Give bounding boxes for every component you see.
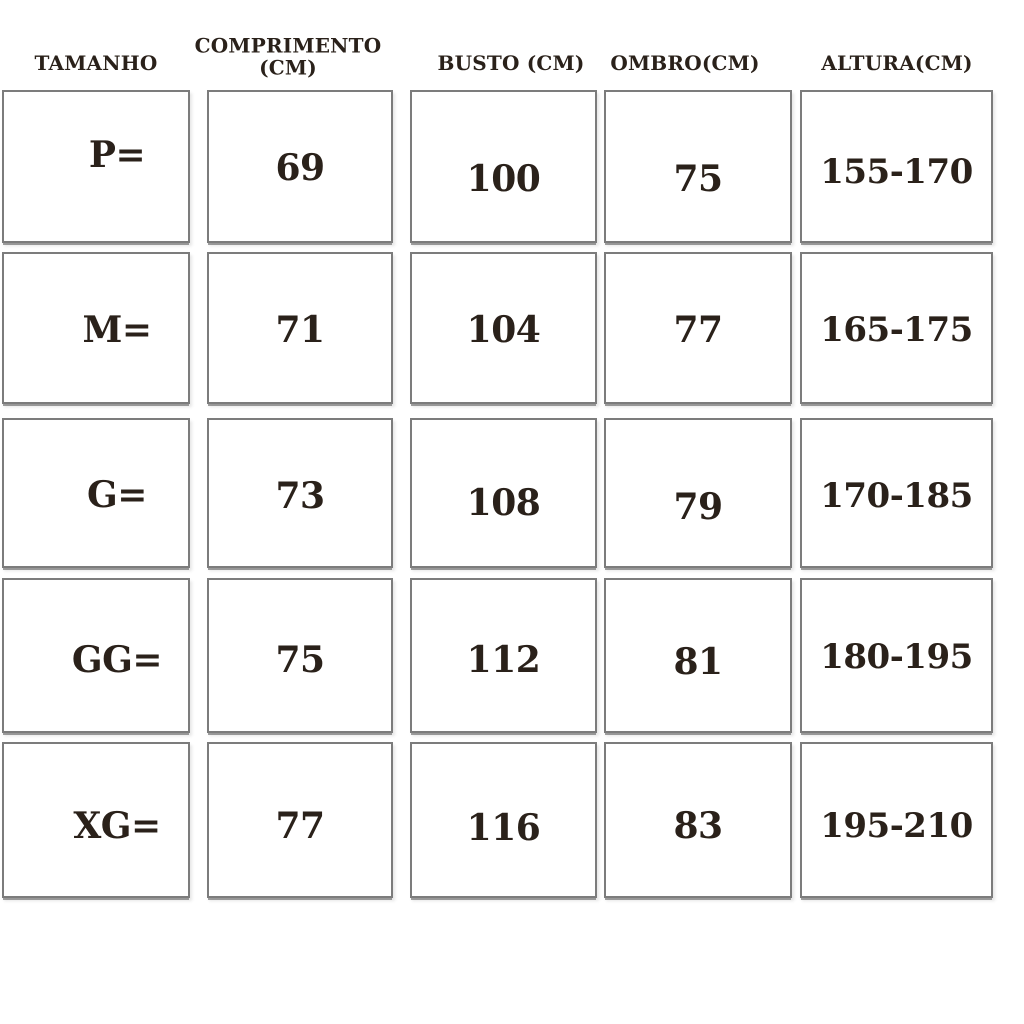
column-header-altura: ALTURA(CM) [821, 51, 972, 75]
cell-value: P= [88, 133, 146, 176]
column-header-label: TAMANHO [34, 51, 158, 75]
column-header-ombro: OMBRO(CM) [610, 51, 759, 75]
table-cell: 71 [207, 252, 393, 404]
cell-value: 165-175 [820, 310, 973, 350]
cell-value: M= [82, 309, 152, 351]
cell-value: 104 [466, 309, 541, 351]
cell-value: 112 [466, 638, 541, 681]
column-header-label: BUSTO (CM) [437, 51, 585, 75]
table-cell: P= [2, 90, 190, 243]
column-header-tamanho: TAMANHO [35, 51, 158, 75]
table-cell: 155-170 [800, 90, 993, 243]
table-cell: 180-195 [800, 578, 993, 733]
cell-value: 116 [466, 807, 541, 849]
cell-value: 83 [673, 805, 723, 847]
cell-value: 195-210 [820, 806, 973, 846]
cell-value: 69 [275, 146, 325, 189]
table-cell: 195-210 [800, 742, 993, 898]
cell-value: 180-195 [820, 636, 973, 677]
table-cell: 79 [604, 418, 792, 568]
cell-value: 108 [466, 482, 541, 524]
cell-value: 71 [275, 309, 325, 351]
cell-value: G= [87, 474, 147, 516]
table-cell: 81 [604, 578, 792, 733]
cell-value: 75 [673, 157, 723, 200]
cell-value: 77 [275, 805, 325, 847]
column-header-comprimento: COMPRIMENTO (CM) [194, 33, 382, 80]
column-header-label: ALTURA(CM) [821, 51, 973, 75]
table-cell: 165-175 [800, 252, 993, 404]
cell-value: 75 [275, 638, 325, 681]
table-cell: GG= [2, 578, 190, 733]
table-cell: 77 [207, 742, 393, 898]
cell-value: 170-185 [820, 476, 973, 516]
table-cell: XG= [2, 742, 190, 898]
column-header-label-unit: (CM) [259, 56, 317, 80]
table-cell: 112 [410, 578, 597, 733]
cell-value: GG= [71, 638, 163, 681]
table-cell: 75 [604, 90, 792, 243]
cell-value: 79 [673, 486, 723, 528]
cell-value: 100 [466, 157, 541, 200]
table-cell: 77 [604, 252, 792, 404]
table-cell: M= [2, 252, 190, 404]
cell-value: 81 [673, 640, 723, 683]
cell-value: XG= [73, 805, 161, 847]
table-cell: 69 [207, 90, 393, 243]
column-header-label: OMBRO(CM) [610, 51, 760, 75]
table-cell: 73 [207, 418, 393, 568]
column-header-busto: BUSTO (CM) [437, 51, 584, 75]
table-cell: 170-185 [800, 418, 993, 568]
cell-value: 155-170 [820, 151, 973, 192]
cell-value: 77 [673, 309, 723, 351]
table-cell: G= [2, 418, 190, 568]
column-header-label: COMPRIMENTO [194, 33, 382, 58]
table-cell: 108 [410, 418, 597, 568]
table-cell: 104 [410, 252, 597, 404]
table-cell: 100 [410, 90, 597, 243]
table-cell: 116 [410, 742, 597, 898]
cell-value: 73 [275, 475, 325, 517]
table-cell: 83 [604, 742, 792, 898]
table-cell: 75 [207, 578, 393, 733]
